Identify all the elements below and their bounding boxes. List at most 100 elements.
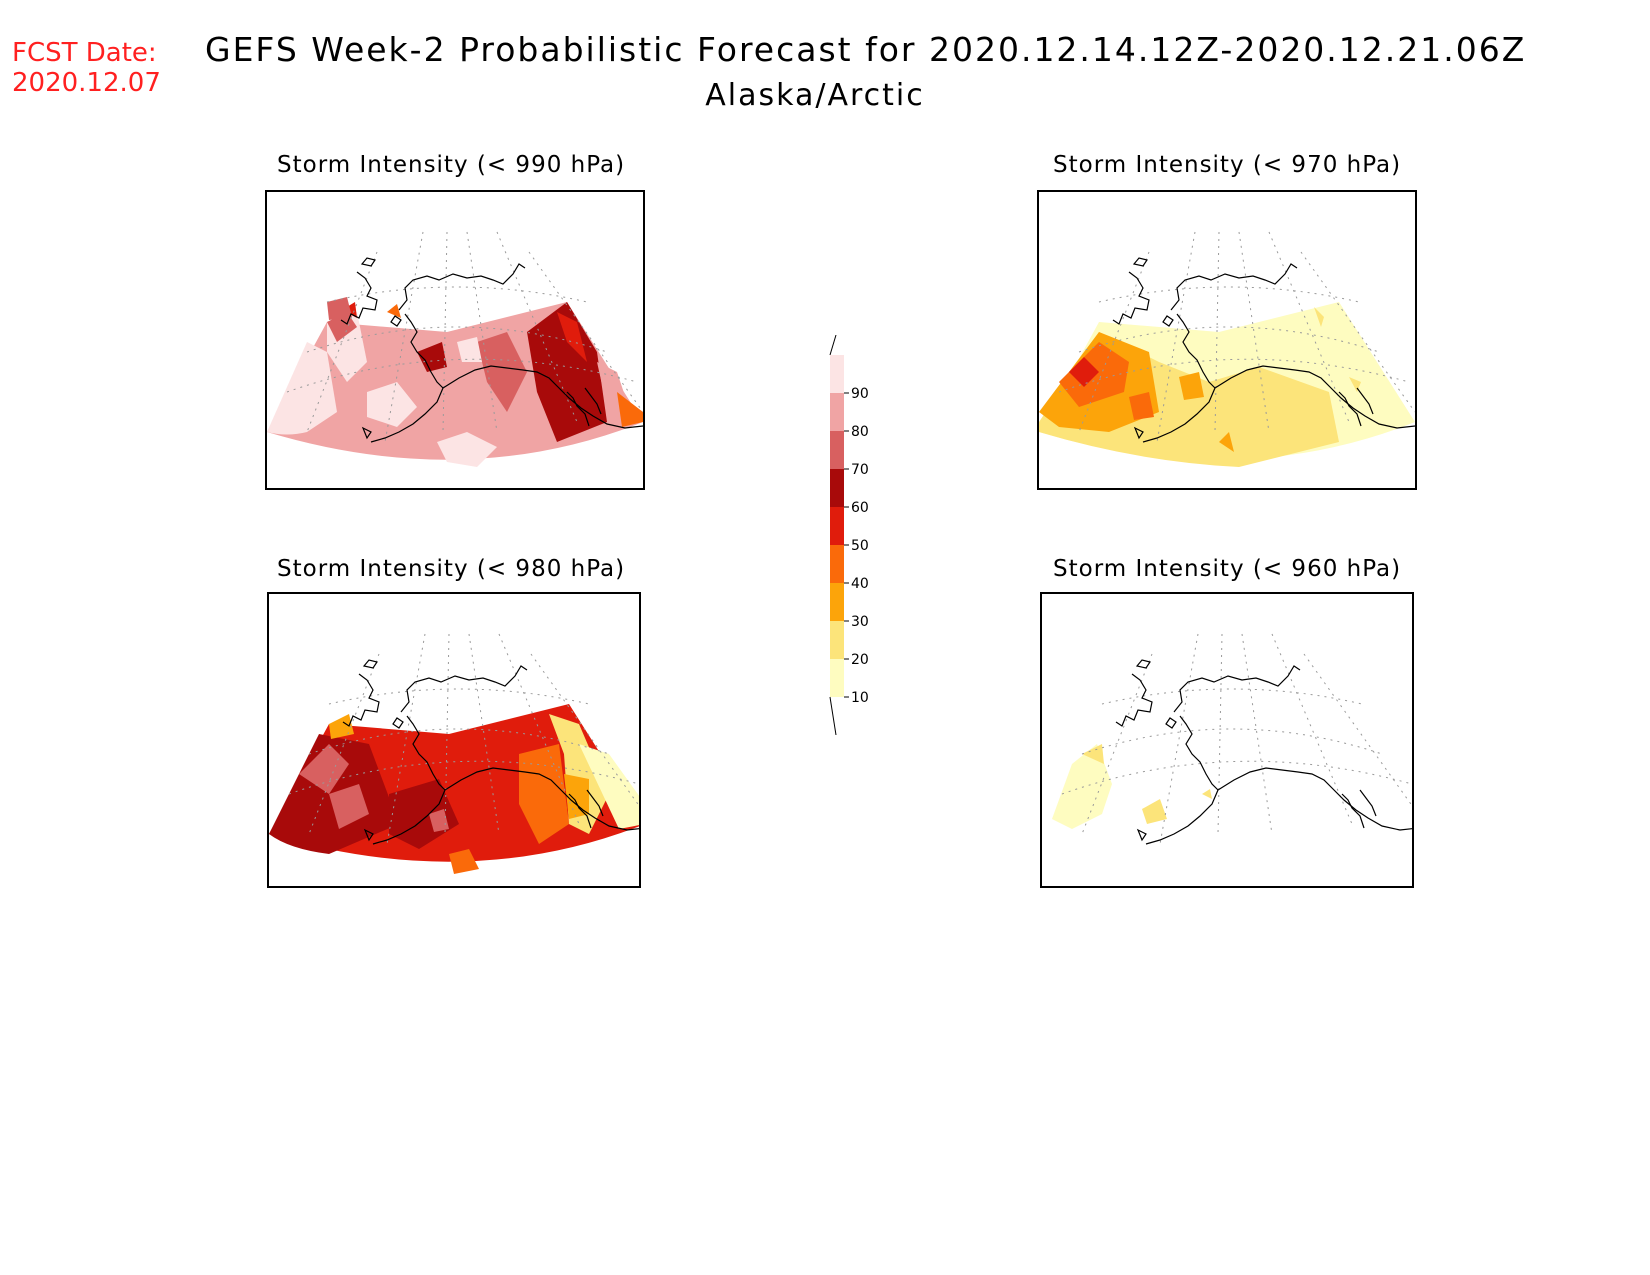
probability-region xyxy=(564,774,589,819)
panel-title-990: Storm Intensity (< 990 hPa) xyxy=(277,152,626,178)
coastline xyxy=(1173,665,1301,713)
coastline xyxy=(1170,263,1298,311)
coastline xyxy=(568,793,592,829)
probability-region xyxy=(329,714,354,739)
probability-region xyxy=(437,432,497,467)
colorbar-tick-label: 40 xyxy=(851,576,869,592)
probability-region xyxy=(417,342,447,372)
coastline xyxy=(444,767,639,831)
map-panel-980 xyxy=(267,592,641,888)
graticule-line xyxy=(1098,286,1360,303)
probability-region xyxy=(1129,392,1154,420)
coastline xyxy=(1179,715,1219,791)
probability-region xyxy=(1219,432,1234,452)
graticule-line xyxy=(1303,653,1412,807)
graticule-line xyxy=(386,633,426,845)
graticule-line xyxy=(328,688,590,705)
coastline xyxy=(1338,391,1362,427)
coastline xyxy=(1136,828,1147,842)
probability-region xyxy=(387,304,401,318)
graticule-line xyxy=(530,653,639,807)
colorbar-swatch xyxy=(830,583,844,621)
colorbar-swatch xyxy=(830,355,844,393)
colorbar-swatch xyxy=(830,469,844,507)
probability-region xyxy=(519,744,569,844)
probability-region xyxy=(579,744,639,829)
coastline xyxy=(1165,717,1177,729)
graticule-line xyxy=(468,633,500,835)
colorbar-swatch xyxy=(830,621,844,659)
graticule-line xyxy=(384,231,424,443)
map-panel-990 xyxy=(265,190,645,490)
coastline xyxy=(1217,767,1412,831)
probability-region xyxy=(419,734,489,784)
probability-region xyxy=(299,744,349,794)
probability-region xyxy=(1082,744,1104,764)
coastline xyxy=(1214,365,1415,429)
graticule-line xyxy=(1061,760,1412,795)
colorbar-tick-label: 60 xyxy=(851,500,869,516)
colorbar-tick-label: 70 xyxy=(851,462,869,478)
graticule-line xyxy=(528,251,643,413)
graticule-line xyxy=(1238,231,1270,433)
graticule-line xyxy=(1159,633,1199,845)
coastline xyxy=(1356,387,1374,415)
panel-title-980: Storm Intensity (< 980 hPa) xyxy=(277,556,626,582)
probability-colorbar: 90 80 70 60 50 40 30 20 10 xyxy=(820,334,880,736)
coastline xyxy=(586,789,604,817)
forecast-date-value: 2020.12.07 xyxy=(12,68,161,98)
probability-region xyxy=(1202,789,1212,799)
coastline xyxy=(398,263,526,311)
coastline xyxy=(362,659,378,669)
coastline xyxy=(340,271,378,325)
graticule-line xyxy=(1101,688,1363,705)
probability-region xyxy=(527,302,607,442)
coastline xyxy=(342,673,380,727)
colorbar-tick-label: 20 xyxy=(851,652,869,668)
coastline xyxy=(1142,387,1216,443)
probability-region xyxy=(267,342,337,435)
colorbar-tick-label: 80 xyxy=(851,424,869,440)
coastline xyxy=(363,828,374,842)
map-panel-960 xyxy=(1040,592,1414,888)
map-970 xyxy=(1039,231,1415,467)
colorbar-svg: 90 80 70 60 50 40 30 20 10 xyxy=(829,334,869,736)
coastline xyxy=(1145,789,1219,845)
colorbar-swatch xyxy=(830,507,844,545)
coastline xyxy=(361,426,372,440)
coastline xyxy=(566,391,590,427)
coastline xyxy=(1341,793,1365,829)
graticule-line xyxy=(1156,231,1196,443)
coastline xyxy=(1132,257,1148,267)
coastline xyxy=(370,387,444,443)
region-subtitle: Alaska/Arctic xyxy=(705,78,925,113)
probability-region xyxy=(1349,377,1361,392)
probability-region xyxy=(1142,799,1167,824)
graticule-line xyxy=(1241,633,1273,835)
coastline xyxy=(1112,271,1150,325)
graticule-line xyxy=(1058,358,1410,393)
coastline xyxy=(1359,789,1377,817)
colorbar-swatch xyxy=(830,659,844,697)
graticule-line xyxy=(1300,251,1415,413)
colorbar-swatch xyxy=(830,431,844,469)
coastline xyxy=(392,717,404,729)
panel-title-970: Storm Intensity (< 970 hPa) xyxy=(1053,152,1402,178)
coastline xyxy=(442,365,643,429)
map-panel-970 xyxy=(1037,190,1417,490)
coastline xyxy=(1162,315,1174,327)
probability-region xyxy=(327,312,357,342)
map-990 xyxy=(267,231,643,467)
colorbar-swatch xyxy=(830,545,844,583)
coastline xyxy=(584,387,602,415)
main-title: GEFS Week-2 Probabilistic Forecast for 2… xyxy=(205,30,1527,69)
probability-region xyxy=(557,312,587,362)
panel-title-960: Storm Intensity (< 960 hPa) xyxy=(1053,556,1402,582)
probability-region xyxy=(1052,744,1112,829)
coastline xyxy=(404,313,444,389)
probability-region xyxy=(449,849,479,874)
colorbar-tick-label: 30 xyxy=(851,614,869,630)
colorbar-tick-label: 10 xyxy=(851,690,869,706)
coastline xyxy=(400,665,528,713)
probability-region xyxy=(1179,372,1204,400)
